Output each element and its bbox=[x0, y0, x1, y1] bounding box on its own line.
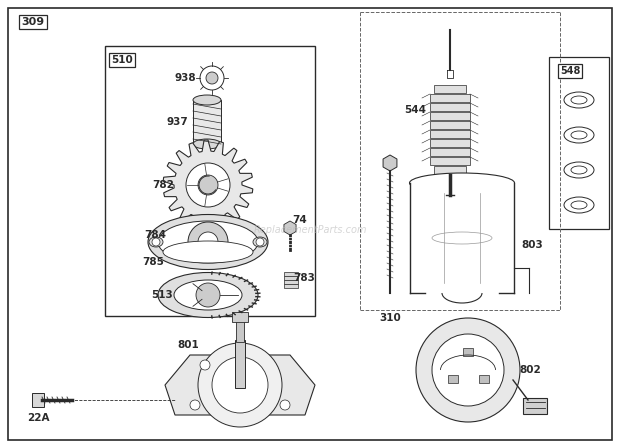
Ellipse shape bbox=[571, 201, 587, 209]
Bar bbox=[430, 103, 470, 111]
Bar bbox=[193, 100, 221, 144]
Circle shape bbox=[212, 357, 268, 413]
Ellipse shape bbox=[571, 131, 587, 139]
Bar bbox=[284, 284, 298, 288]
Ellipse shape bbox=[174, 280, 242, 310]
Bar bbox=[430, 121, 470, 129]
Circle shape bbox=[206, 72, 218, 84]
Bar bbox=[284, 272, 298, 276]
Text: 309: 309 bbox=[22, 17, 45, 27]
Text: 801: 801 bbox=[177, 340, 199, 350]
Text: 937: 937 bbox=[166, 117, 188, 127]
Circle shape bbox=[196, 283, 220, 307]
Circle shape bbox=[256, 238, 264, 246]
Text: 782: 782 bbox=[152, 180, 174, 190]
Text: 310: 310 bbox=[379, 313, 401, 323]
Bar bbox=[430, 112, 470, 120]
Bar bbox=[284, 280, 298, 284]
Polygon shape bbox=[163, 140, 253, 230]
Bar bbox=[479, 375, 489, 383]
Ellipse shape bbox=[571, 96, 587, 104]
Bar bbox=[430, 139, 470, 147]
Ellipse shape bbox=[193, 139, 221, 149]
Circle shape bbox=[432, 334, 504, 406]
Polygon shape bbox=[383, 155, 397, 171]
Ellipse shape bbox=[149, 237, 163, 247]
Text: 22A: 22A bbox=[27, 413, 49, 423]
Text: 803: 803 bbox=[521, 240, 543, 250]
Circle shape bbox=[152, 238, 160, 246]
Bar bbox=[32, 393, 44, 407]
Text: 510: 510 bbox=[111, 55, 133, 65]
Text: ReplacementParts.com: ReplacementParts.com bbox=[253, 225, 367, 235]
Ellipse shape bbox=[158, 272, 258, 318]
Circle shape bbox=[200, 66, 224, 90]
Circle shape bbox=[188, 222, 228, 262]
Text: 548: 548 bbox=[560, 66, 580, 76]
Circle shape bbox=[280, 400, 290, 410]
Bar bbox=[105, 46, 315, 316]
Bar bbox=[236, 320, 244, 342]
Circle shape bbox=[200, 360, 210, 370]
Ellipse shape bbox=[148, 215, 268, 270]
Text: 74: 74 bbox=[293, 215, 308, 225]
Circle shape bbox=[442, 174, 458, 190]
Bar bbox=[430, 130, 470, 138]
Bar bbox=[430, 157, 470, 165]
Ellipse shape bbox=[564, 162, 594, 178]
Bar bbox=[232, 312, 248, 322]
Bar bbox=[434, 85, 466, 93]
Bar bbox=[434, 166, 466, 174]
Ellipse shape bbox=[564, 127, 594, 143]
Circle shape bbox=[198, 343, 282, 427]
Text: 513: 513 bbox=[151, 290, 173, 300]
Text: 544: 544 bbox=[404, 105, 426, 115]
Circle shape bbox=[186, 163, 230, 207]
Text: 783: 783 bbox=[293, 273, 315, 283]
Bar bbox=[430, 148, 470, 156]
Polygon shape bbox=[165, 355, 315, 415]
Text: 938: 938 bbox=[174, 73, 196, 83]
Ellipse shape bbox=[564, 92, 594, 108]
Polygon shape bbox=[284, 221, 296, 235]
Circle shape bbox=[198, 175, 218, 195]
Ellipse shape bbox=[432, 232, 492, 244]
Ellipse shape bbox=[193, 95, 221, 105]
Bar bbox=[523, 398, 547, 414]
Bar bbox=[410, 183, 515, 293]
Text: 802: 802 bbox=[519, 365, 541, 375]
Ellipse shape bbox=[253, 237, 267, 247]
Bar bbox=[430, 94, 470, 102]
Ellipse shape bbox=[409, 173, 515, 193]
Text: 785: 785 bbox=[142, 257, 164, 267]
Ellipse shape bbox=[163, 241, 253, 263]
Bar bbox=[448, 375, 458, 383]
Ellipse shape bbox=[571, 166, 587, 174]
Circle shape bbox=[190, 400, 200, 410]
Circle shape bbox=[416, 318, 520, 422]
Bar bbox=[549, 57, 609, 229]
Ellipse shape bbox=[564, 197, 594, 213]
Bar bbox=[463, 348, 473, 356]
Bar bbox=[235, 340, 245, 388]
Ellipse shape bbox=[158, 221, 258, 263]
Circle shape bbox=[198, 232, 218, 252]
Text: 784: 784 bbox=[144, 230, 166, 240]
Bar bbox=[284, 276, 298, 280]
